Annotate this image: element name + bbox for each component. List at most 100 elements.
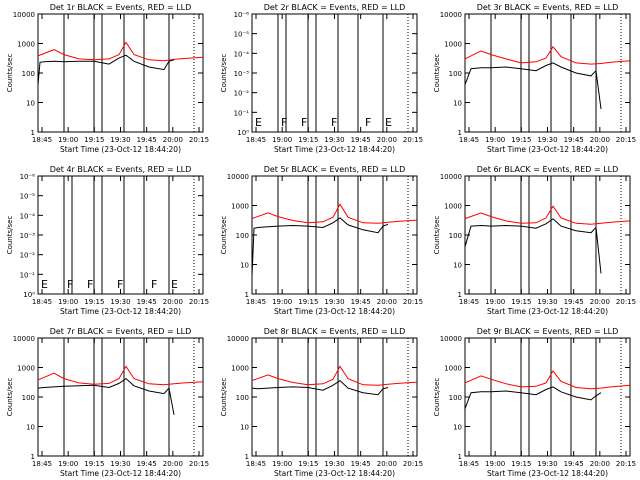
x-tick-label: 20:15 [189,460,209,468]
y-tick-label: 10 [453,262,462,270]
y-tick-label: 10⁻⁵ [234,31,250,39]
y-tick-label: 1000 [444,365,462,373]
x-tick-label: 20:00 [590,136,610,144]
x-tick-label: 18:45 [32,460,52,468]
plot-frame [37,175,204,295]
x-tick-label: 18:45 [459,136,479,144]
x-tick-label: 19:15 [298,298,318,306]
y-tick-label: 1 [245,453,249,461]
y-tick-label: 100 [449,394,462,402]
x-tick-label: 18:45 [459,460,479,468]
x-tick-label: 19:15 [298,136,318,144]
lld-series-line [251,203,418,224]
y-tick-label: 10⁻¹ [234,109,250,117]
y-tick-label: 10⁻⁶ [234,11,250,19]
x-tick-label: 20:00 [590,460,610,468]
x-tick-label: 19:45 [351,298,371,306]
y-tick-label: 10⁰ [23,291,35,299]
panel-title: Det 5r BLACK = Events, RED = LLD [264,165,406,174]
events-series-line [464,62,602,110]
y-tick-label: 10⁻⁶ [20,173,36,181]
x-tick-label: 18:45 [32,298,52,306]
x-axis-label: Start Time (23-Oct-12 18:44:20) [60,145,181,154]
y-tick-label: 100 [22,394,35,402]
y-tick-label: 10⁻⁴ [234,50,250,58]
x-tick-label: 19:00 [272,460,292,468]
y-tick-label: 10⁰ [237,129,249,137]
state-letter: F [117,278,123,291]
y-axis-label: Counts/sec [433,378,441,417]
y-tick-label: 1000 [231,203,249,211]
y-tick-label: 10000 [13,11,35,19]
y-tick-label: 10 [26,100,35,108]
events-series-line [37,377,175,415]
x-tick-label: 19:00 [58,460,78,468]
x-tick-label: 20:00 [377,460,397,468]
lld-series-line [37,41,204,62]
x-tick-label: 20:15 [616,298,636,306]
x-tick-label: 19:15 [298,460,318,468]
y-tick-label: 10⁻³ [20,232,36,240]
state-letter: F [331,116,337,129]
x-tick-label: 20:15 [616,136,636,144]
state-letter: F [67,278,73,291]
events-series-line [251,217,389,277]
y-tick-label: 10 [240,262,249,270]
y-tick-label: 100 [236,232,249,240]
x-tick-label: 19:45 [351,460,371,468]
panel-title: Det 6r BLACK = Events, RED = LLD [477,165,619,174]
lld-series-line [37,365,204,386]
x-tick-label: 19:15 [511,460,531,468]
x-tick-label: 19:15 [511,136,531,144]
y-tick-label: 100 [22,70,35,78]
y-tick-label: 1000 [17,365,35,373]
plot-frame [251,337,418,457]
y-tick-label: 10000 [227,173,249,181]
y-tick-label: 10⁻² [234,90,250,98]
y-axis-label: Counts/sec [433,216,441,255]
x-tick-label: 19:45 [351,136,371,144]
x-tick-label: 20:00 [163,298,183,306]
x-tick-label: 20:00 [377,136,397,144]
x-tick-label: 19:30 [110,460,130,468]
state-letter: F [365,116,371,129]
events-series-line [464,386,602,409]
plot-frame [464,13,631,133]
x-tick-label: 20:15 [403,136,423,144]
x-tick-label: 19:45 [137,460,157,468]
events-series-line [251,379,389,396]
plot-frame [464,337,631,457]
x-tick-label: 19:30 [537,460,557,468]
x-tick-label: 19:30 [324,298,344,306]
x-tick-label: 19:45 [137,136,157,144]
x-tick-label: 20:00 [163,460,183,468]
y-tick-label: 100 [236,394,249,402]
y-tick-label: 1 [458,129,462,137]
x-axis-label: Start Time (23-Oct-12 18:44:20) [487,145,608,154]
y-tick-label: 10⁻⁴ [20,212,36,220]
x-tick-label: 19:30 [324,136,344,144]
x-axis-label: Start Time (23-Oct-12 18:44:20) [60,469,181,478]
x-tick-label: 20:15 [403,460,423,468]
events-series-line [464,218,602,274]
x-axis-label: Start Time (23-Oct-12 18:44:20) [487,307,608,316]
x-tick-label: 19:45 [564,136,584,144]
y-tick-label: 10000 [13,335,35,343]
state-letter: E [171,278,178,291]
x-tick-label: 19:00 [272,136,292,144]
x-tick-label: 19:30 [537,136,557,144]
x-tick-label: 19:45 [137,298,157,306]
state-letter: F [281,116,287,129]
x-tick-label: 19:30 [110,298,130,306]
y-tick-label: 10 [453,424,462,432]
plot-frame [251,175,418,295]
x-tick-label: 19:00 [485,460,505,468]
y-tick-label: 10000 [227,335,249,343]
plot-frame [37,13,204,133]
x-tick-label: 19:00 [485,136,505,144]
y-tick-label: 10 [453,100,462,108]
panel-title: Det 1r BLACK = Events, RED = LLD [50,3,192,12]
y-tick-label: 1000 [444,203,462,211]
y-tick-label: 1 [458,453,462,461]
state-letter: E [385,116,392,129]
